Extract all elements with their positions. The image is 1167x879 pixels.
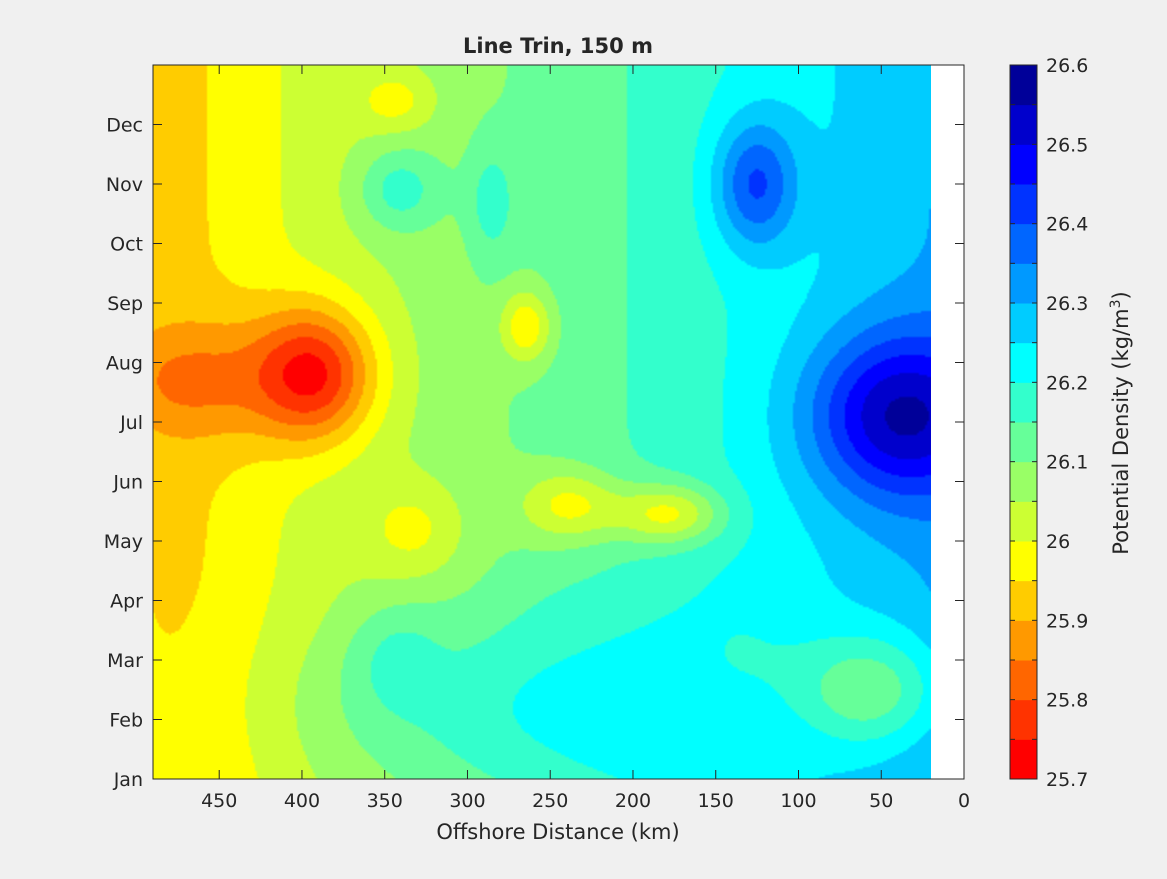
- y-tick-label: Jul: [119, 412, 143, 434]
- colorbar-tick-label: 26.2: [1046, 372, 1088, 394]
- x-tick-label: 0: [958, 790, 970, 812]
- chart-title: Line Trin, 150 m: [463, 34, 653, 58]
- colorbar-label-superscript: 3: [1108, 299, 1124, 308]
- x-tick-label: 300: [449, 790, 485, 812]
- colorbar-tick-label: 25.9: [1046, 610, 1088, 632]
- colorbar-segment: [1010, 541, 1037, 582]
- colorbar-tick-label: 26.1: [1046, 452, 1088, 474]
- colorbar-label-text: Potential Density (kg/m: [1109, 308, 1133, 554]
- colorbar-segment: [1010, 65, 1037, 106]
- colorbar-tick-label: 25.8: [1046, 690, 1088, 712]
- colorbar-segment: [1010, 104, 1037, 145]
- y-tick-label: Jun: [112, 472, 143, 494]
- colorbar-tick-label: 26.4: [1046, 214, 1088, 236]
- colorbar-segment: [1010, 382, 1037, 423]
- colorbar-segment: [1010, 184, 1037, 225]
- y-axis-ticks: Jan Feb Mar Apr May Jun Jul Aug Sep Oct Nov Dec: [104, 115, 964, 791]
- colorbar-ticks: 26.6 26.5 26.4 26.3 26.2 26.1 26 25.9 25.8 25.7: [1010, 55, 1088, 791]
- colorbar-label-suffix: ): [1109, 291, 1133, 299]
- x-axis-label: Offshore Distance (km): [436, 820, 679, 844]
- colorbar-segment: [1010, 660, 1037, 701]
- y-tick-label: Feb: [109, 710, 143, 732]
- x-tick-label: 100: [780, 790, 816, 812]
- x-tick-label: 350: [367, 790, 403, 812]
- colorbar-segment: [1010, 501, 1037, 542]
- colorbar-segment: [1010, 739, 1037, 780]
- colorbar-tick-label: 26.5: [1046, 134, 1088, 156]
- colorbar-segment: [1010, 342, 1037, 383]
- x-axis-ticks: 450 400 350 300 250 200 150 100 50 0: [201, 65, 970, 812]
- x-tick-label: 250: [532, 790, 568, 812]
- y-tick-label: May: [104, 531, 143, 553]
- colorbar-segment: [1010, 223, 1037, 264]
- x-tick-label: 450: [201, 790, 237, 812]
- y-tick-label: Sep: [107, 293, 143, 315]
- colorbar-segment: [1010, 580, 1037, 621]
- colorbar-tick-label: 26.6: [1046, 55, 1088, 77]
- colorbar-tick-label: 26.3: [1046, 293, 1088, 315]
- y-tick-label: Nov: [106, 174, 143, 196]
- y-tick-label: Dec: [106, 115, 143, 137]
- x-tick-label: 400: [284, 790, 320, 812]
- y-tick-label: Mar: [107, 650, 143, 672]
- contour-field: [153, 65, 931, 779]
- colorbar-tick-label: 25.7: [1046, 769, 1088, 791]
- colorbar-segment: [1010, 699, 1037, 740]
- colorbar-label: Potential Density (kg/m3): [1108, 291, 1133, 555]
- colorbar-segment: [1010, 303, 1037, 344]
- colorbar-segment: [1010, 620, 1037, 661]
- x-tick-label: 150: [698, 790, 734, 812]
- colorbar-segment: [1010, 263, 1037, 304]
- colorbar-segment: [1010, 461, 1037, 502]
- colorbar-tick-label: 26: [1046, 531, 1070, 553]
- y-tick-label: Aug: [106, 353, 143, 375]
- y-tick-label: Apr: [110, 591, 143, 613]
- y-tick-label: Jan: [113, 769, 143, 791]
- colorbar-segment: [1010, 144, 1037, 185]
- x-tick-label: 50: [869, 790, 893, 812]
- colorbar: [1009, 64, 1038, 780]
- colorbar-segment: [1010, 422, 1037, 463]
- x-tick-label: 200: [615, 790, 651, 812]
- y-tick-label: Oct: [110, 234, 143, 256]
